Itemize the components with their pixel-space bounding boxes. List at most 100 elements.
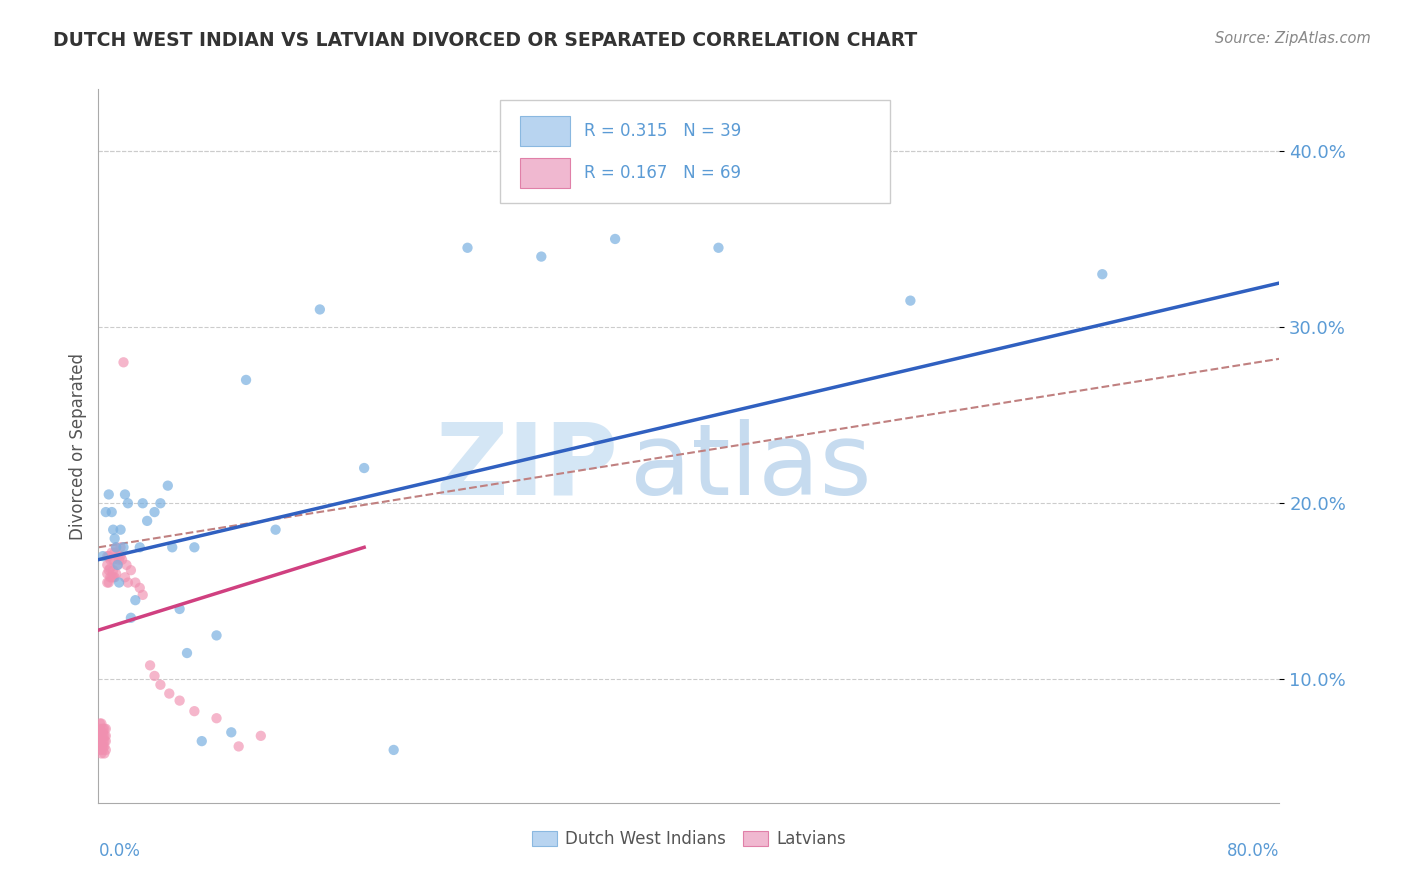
Point [128,581,150,595]
Point [707,241,730,255]
Point [91,739,114,754]
Point [162,541,183,555]
Point [149,678,172,692]
Point [100,570,122,584]
Point [132,496,155,510]
Point [89,725,111,739]
Point [149,496,172,510]
Point [89,734,111,748]
Point [89,729,111,743]
Bar [520,158,569,187]
Text: R = 0.167   N = 69: R = 0.167 N = 69 [583,164,741,182]
Point [90,716,112,731]
Point [115,558,138,572]
Point [93,739,115,754]
Point [94,734,117,748]
Point [1091,267,1114,281]
Point [105,566,128,581]
Y-axis label: Divorced or Separated: Divorced or Separated [69,352,87,540]
Text: DUTCH WEST INDIAN VS LATVIAN DIVORCED OR SEPARATED CORRELATION CHART: DUTCH WEST INDIAN VS LATVIAN DIVORCED OR… [53,31,918,50]
Point [250,729,273,743]
Point [96,575,118,590]
Point [93,747,115,761]
Point [191,734,214,748]
Point [110,549,132,563]
Point [117,496,139,510]
Point [143,669,166,683]
Point [105,541,128,555]
Point [900,293,922,308]
Point [100,546,122,560]
Point [169,602,191,616]
Point [90,725,112,739]
Point [97,575,120,590]
Point [107,558,129,572]
Legend: Dutch West Indians, Latvians: Dutch West Indians, Latvians [526,824,852,855]
Point [103,523,125,537]
Point [93,734,115,748]
Point [91,549,114,563]
Point [112,355,135,369]
Point [96,558,118,572]
Point [94,743,117,757]
Point [205,711,228,725]
Point [124,575,146,590]
Point [97,487,120,501]
Point [94,722,117,736]
FancyBboxPatch shape [501,100,890,203]
Text: R = 0.315   N = 39: R = 0.315 N = 39 [583,121,741,139]
Point [108,552,131,566]
Point [89,716,111,731]
Point [309,302,332,317]
Point [264,523,287,537]
Point [111,552,134,566]
Text: 80.0%: 80.0% [1227,842,1279,860]
Point [132,588,155,602]
Text: Source: ZipAtlas.com: Source: ZipAtlas.com [1215,31,1371,46]
Text: atlas: atlas [630,419,872,516]
Point [110,523,132,537]
Point [93,722,115,736]
Point [114,570,136,584]
Point [94,505,117,519]
Point [176,646,198,660]
Point [157,687,180,701]
Point [183,541,205,555]
Point [156,478,179,492]
Point [91,722,114,736]
Point [91,743,114,757]
Point [89,722,111,736]
Point [90,747,112,761]
Point [97,549,120,563]
Point [104,546,127,560]
Bar [520,116,569,145]
Point [605,232,627,246]
Point [90,734,112,748]
Point [117,575,139,590]
Point [221,725,243,739]
Point [235,373,257,387]
Point [139,658,162,673]
Point [107,549,129,563]
Point [104,570,127,584]
Point [91,734,114,748]
Point [91,725,114,739]
Point [97,563,120,577]
Point [91,729,114,743]
Point [110,541,132,555]
Point [96,549,118,563]
Point [136,514,159,528]
Point [112,541,135,555]
Point [353,461,375,475]
Text: ZIP: ZIP [436,419,619,516]
Point [94,729,117,743]
Point [96,566,118,581]
Point [89,743,111,757]
Point [104,532,127,546]
Point [103,570,125,584]
Point [98,570,121,584]
Point [105,541,128,555]
Point [103,563,125,577]
Point [205,628,228,642]
Point [382,743,405,757]
